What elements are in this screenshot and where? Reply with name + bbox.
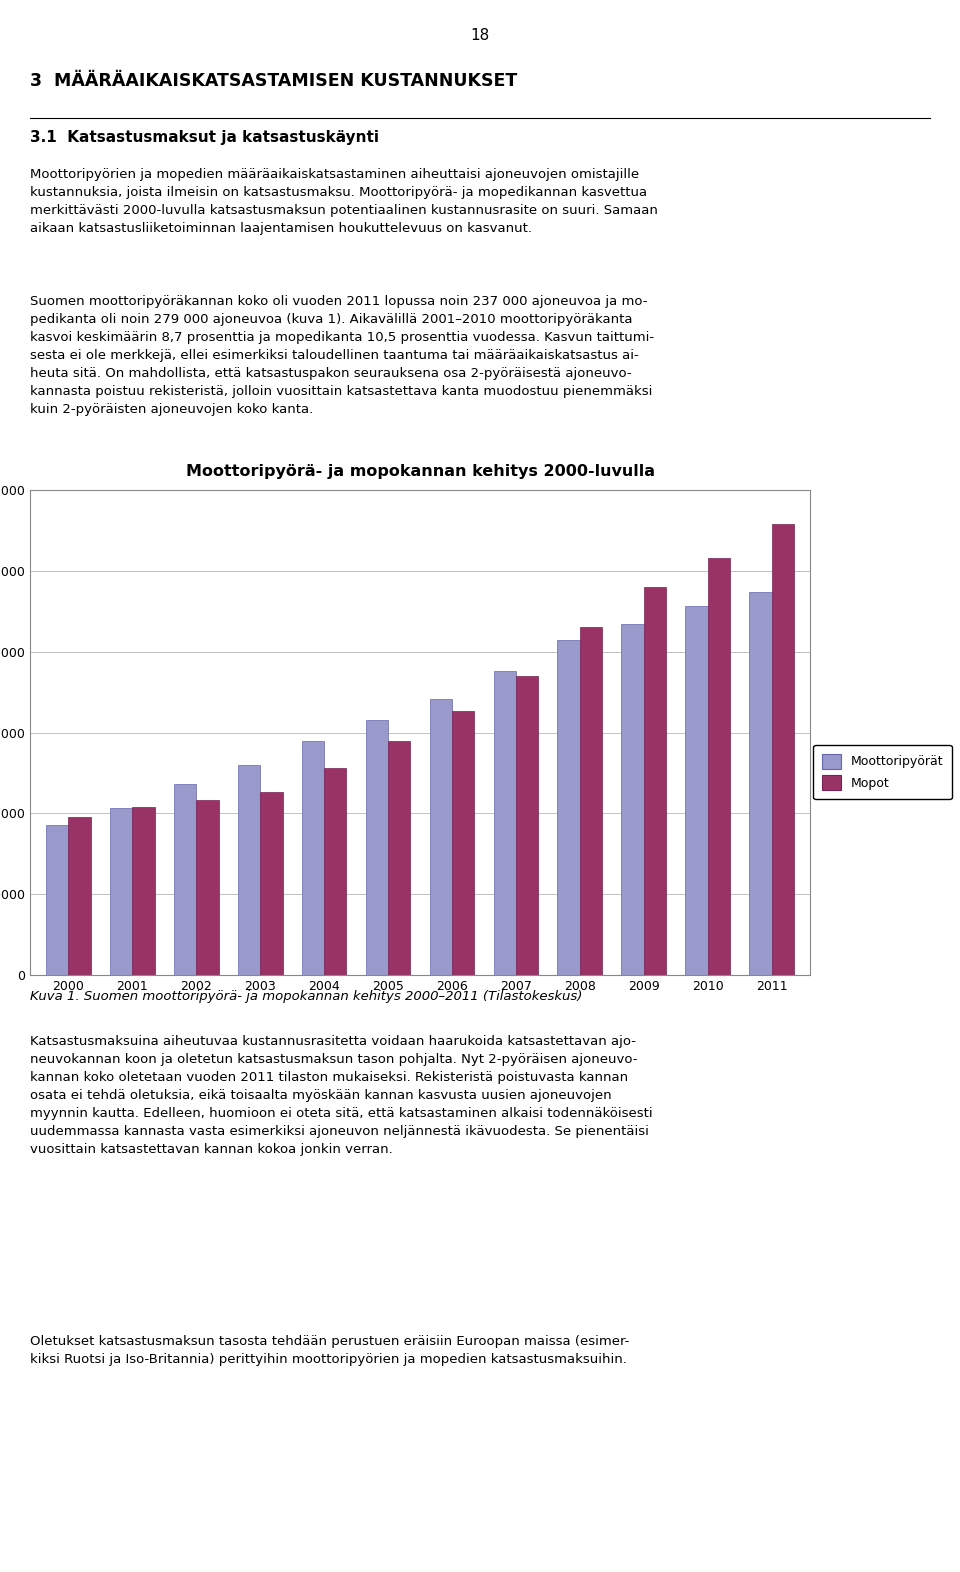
Bar — [132, 806, 155, 975]
Bar — [685, 607, 708, 975]
Text: Moottoripyörien ja mopedien määräaikaiskatsastaminen aiheuttaisi ajoneuvojen omi: Moottoripyörien ja mopedien määräaikaisk… — [30, 168, 658, 234]
Text: 3.1  Katsastusmaksut ja katsastuskäynti: 3.1 Katsastusmaksut ja katsastuskäynti — [30, 130, 379, 145]
Text: Oletukset katsastusmaksun tasosta tehdään perustuen eräisiin Euroopan maissa (es: Oletukset katsastusmaksun tasosta tehdää… — [30, 1335, 630, 1366]
Bar — [516, 676, 539, 975]
Bar — [174, 784, 196, 975]
Bar — [749, 591, 772, 975]
Bar — [196, 800, 219, 975]
Bar — [580, 627, 602, 975]
Text: Suomen moottoripyöräkannan koko oli vuoden 2011 lopussa noin 237 000 ajoneuvoa j: Suomen moottoripyöräkannan koko oli vuod… — [30, 296, 654, 417]
Text: Katsastusmaksuina aiheutuvaa kustannusrasitetta voidaan haarukoida katsastettava: Katsastusmaksuina aiheutuvaa kustannusra… — [30, 1034, 653, 1155]
Bar — [388, 740, 411, 975]
Bar — [452, 712, 474, 975]
Bar — [324, 769, 347, 975]
Title: Moottoripyörä- ja mopokannan kehitys 2000-luvulla: Moottoripyörä- ja mopokannan kehitys 200… — [185, 464, 655, 479]
Bar — [621, 624, 644, 975]
Bar — [301, 740, 324, 975]
Bar — [46, 825, 68, 975]
Bar — [708, 558, 731, 975]
Bar — [644, 586, 666, 975]
Bar — [238, 766, 260, 975]
Legend: Moottoripyörät, Mopot: Moottoripyörät, Mopot — [813, 745, 952, 799]
Bar — [558, 640, 580, 975]
Bar — [772, 523, 794, 975]
Bar — [366, 720, 388, 975]
Bar — [260, 792, 282, 975]
Bar — [429, 698, 452, 975]
Text: 3  MÄÄRÄAIKAISKATSASTAMISEN KUSTANNUKSET: 3 MÄÄRÄAIKAISKATSASTAMISEN KUSTANNUKSET — [30, 72, 517, 90]
Bar — [109, 808, 132, 975]
Bar — [68, 816, 91, 975]
Text: Kuva 1. Suomen moottoripyörä- ja mopokannan kehitys 2000–2011 (Tilastokeskus): Kuva 1. Suomen moottoripyörä- ja mopokan… — [30, 990, 583, 1003]
Bar — [493, 671, 516, 975]
Text: 18: 18 — [470, 28, 490, 42]
